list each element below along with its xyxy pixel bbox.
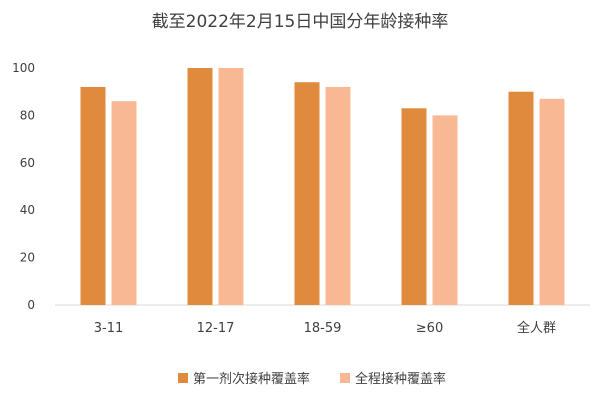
x-category-label: 18-59 <box>304 321 342 336</box>
y-tick-label: 80 <box>20 108 35 122</box>
chart-title: 截至2022年2月15日中国分年龄接种率 <box>152 12 449 32</box>
y-tick-label: 100 <box>12 61 35 75</box>
bars-group <box>80 68 565 306</box>
bar-first-dose-0 <box>80 86 106 306</box>
legend-swatch-0 <box>178 373 188 383</box>
legend-label-0: 第一剂次接种覆盖率 <box>193 371 310 387</box>
legend-label-1: 全程接种覆盖率 <box>355 371 446 387</box>
bar-first-dose-3 <box>401 108 427 305</box>
legend-swatch-1 <box>340 373 350 383</box>
bar-full-course-2 <box>325 86 351 306</box>
y-tick-label: 20 <box>20 251 35 265</box>
y-tick-label: 40 <box>20 203 35 217</box>
bar-full-course-1 <box>218 68 244 305</box>
x-category-label: 3-11 <box>94 321 124 336</box>
legend: 第一剂次接种覆盖率 全程接种覆盖率 <box>178 371 446 387</box>
bar-full-course-3 <box>432 115 458 306</box>
bar-full-course-4 <box>539 98 565 305</box>
bar-first-dose-4 <box>508 91 534 305</box>
y-tick-label: 0 <box>27 298 35 312</box>
y-tick-label: 60 <box>20 156 35 170</box>
y-axis: 0 20 40 60 80 100 <box>12 61 35 312</box>
bar-first-dose-2 <box>294 82 320 305</box>
x-category-label: ≥60 <box>416 321 443 336</box>
x-category-label: 全人群 <box>517 320 556 336</box>
x-category-label: 12-17 <box>197 321 235 336</box>
bar-full-course-0 <box>111 101 137 306</box>
bar-first-dose-1 <box>187 68 213 305</box>
x-axis: 3-11 12-17 18-59 ≥60 全人群 <box>55 304 590 336</box>
